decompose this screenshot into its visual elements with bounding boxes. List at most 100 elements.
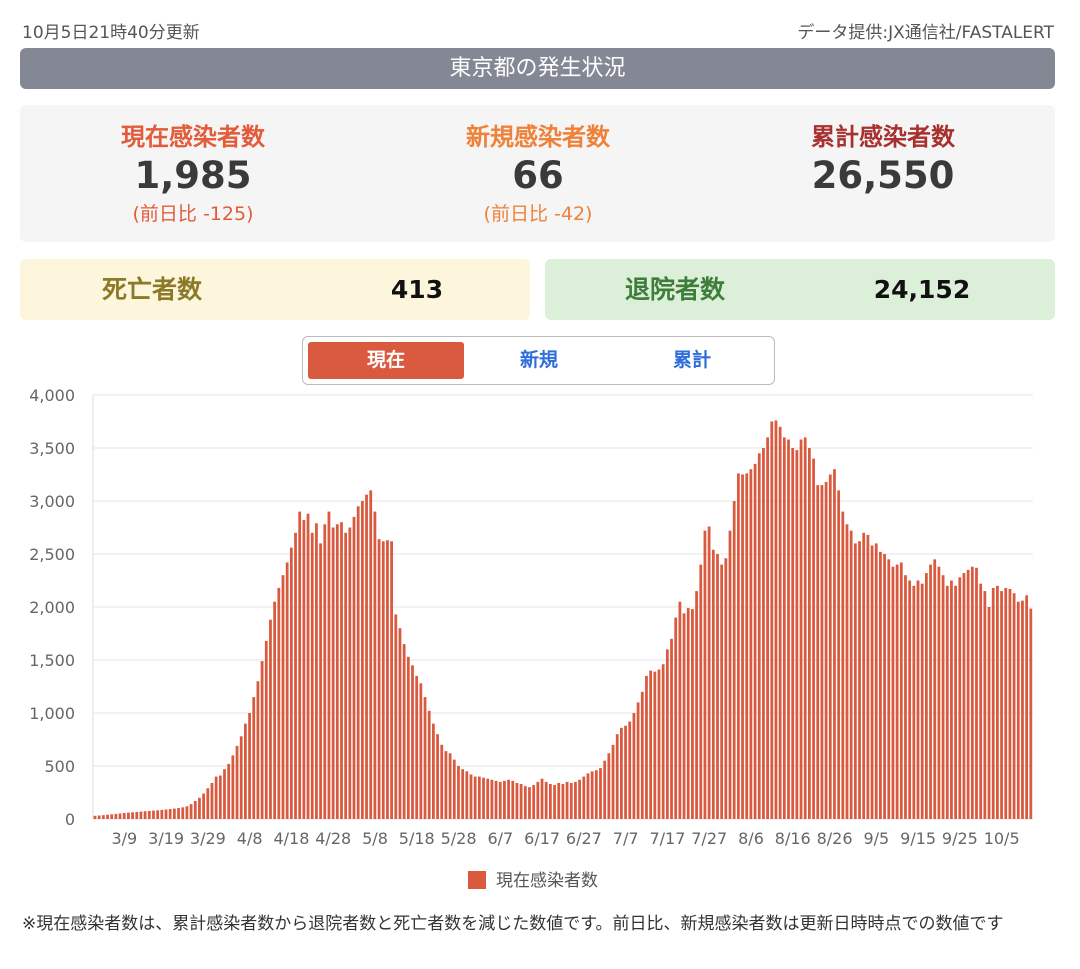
bar bbox=[436, 734, 439, 819]
bar bbox=[206, 788, 210, 819]
bar bbox=[315, 523, 318, 819]
bar bbox=[599, 768, 602, 819]
bar bbox=[962, 573, 966, 819]
bar bbox=[782, 437, 786, 819]
bar bbox=[281, 575, 285, 819]
bar bbox=[766, 437, 769, 819]
bar bbox=[937, 566, 941, 819]
bar bbox=[319, 543, 322, 819]
x-tick-label: 9/5 bbox=[863, 829, 889, 848]
bar bbox=[891, 566, 895, 819]
bar bbox=[695, 591, 698, 819]
bar bbox=[820, 485, 824, 819]
bar bbox=[887, 559, 891, 819]
new-cases-stat: 新規感染者数 66 (前日比 -42) bbox=[373, 117, 703, 226]
deaths-label: 死亡者数 bbox=[102, 275, 203, 304]
bar bbox=[415, 675, 419, 819]
x-tick-label: 6/7 bbox=[487, 829, 513, 848]
new-cases-value: 66 bbox=[512, 154, 564, 197]
bar bbox=[607, 753, 611, 819]
tab-total[interactable]: 累計 bbox=[672, 349, 711, 371]
bar bbox=[632, 713, 636, 819]
x-tick-label: 6/17 bbox=[524, 829, 560, 848]
bar bbox=[620, 727, 623, 819]
x-tick-label: 10/5 bbox=[984, 829, 1020, 848]
bar bbox=[327, 511, 331, 819]
bar bbox=[716, 554, 719, 819]
bar bbox=[335, 524, 339, 819]
bar bbox=[352, 516, 356, 819]
bar bbox=[528, 787, 531, 819]
bar bbox=[582, 776, 586, 819]
bar bbox=[139, 811, 143, 819]
bar bbox=[770, 421, 774, 819]
bar bbox=[657, 669, 661, 819]
bar bbox=[277, 587, 281, 819]
bar bbox=[469, 774, 473, 819]
bar bbox=[160, 809, 164, 819]
y-tick-label: 500 bbox=[44, 757, 75, 776]
bar bbox=[774, 420, 778, 819]
x-tick-label: 4/28 bbox=[315, 829, 351, 848]
bar bbox=[874, 543, 878, 819]
y-tick-label: 2,500 bbox=[29, 545, 75, 564]
header-row: 10月5日21時40分更新 データ提供:JX通信社/FASTALERT bbox=[22, 18, 1054, 44]
bar bbox=[933, 559, 937, 819]
bar bbox=[628, 721, 632, 819]
bar bbox=[703, 530, 707, 819]
tab-new[interactable]: 新規 bbox=[519, 349, 558, 371]
bar bbox=[736, 473, 740, 819]
bar bbox=[465, 771, 469, 819]
bar bbox=[649, 670, 653, 819]
tab-current[interactable]: 現在 bbox=[308, 342, 464, 379]
stats-panel: 現在感染者数 1,985 (前日比 -125) 新規感染者数 66 (前日比 -… bbox=[20, 105, 1055, 242]
bar bbox=[883, 554, 886, 819]
bar bbox=[904, 575, 907, 819]
bar bbox=[828, 474, 832, 819]
bar bbox=[156, 810, 160, 819]
bar bbox=[369, 490, 373, 819]
bar bbox=[394, 614, 398, 819]
y-tick-label: 0 bbox=[65, 810, 75, 829]
current-cases-label: 現在感染者数 bbox=[121, 123, 265, 151]
bar bbox=[507, 779, 510, 819]
bar bbox=[406, 656, 410, 819]
bar bbox=[1012, 593, 1016, 819]
x-tick-label: 6/27 bbox=[566, 829, 602, 848]
bar bbox=[870, 545, 874, 819]
bar bbox=[1016, 601, 1020, 819]
bar bbox=[461, 769, 465, 819]
bar bbox=[377, 539, 381, 819]
recovered-value: 24,152 bbox=[873, 275, 971, 304]
bar bbox=[177, 808, 180, 819]
bar bbox=[452, 759, 456, 819]
bar bbox=[778, 426, 782, 819]
bar bbox=[198, 797, 201, 819]
x-tick-label: 7/7 bbox=[613, 829, 639, 848]
x-tick-label: 9/15 bbox=[900, 829, 936, 848]
bar bbox=[515, 782, 519, 819]
updated-timestamp: 10月5日21時40分更新 bbox=[22, 23, 200, 43]
bar bbox=[503, 780, 506, 819]
bar bbox=[423, 697, 427, 819]
bar bbox=[486, 778, 490, 819]
x-tick-label: 3/29 bbox=[190, 829, 226, 848]
bar bbox=[912, 585, 916, 819]
y-tick-label: 1,000 bbox=[29, 704, 75, 723]
bar bbox=[958, 577, 962, 819]
bar bbox=[93, 815, 97, 819]
deaths-panel: 死亡者数 413 bbox=[20, 259, 530, 320]
bar bbox=[390, 541, 393, 819]
bar bbox=[841, 511, 845, 819]
bar bbox=[1021, 600, 1024, 819]
bar bbox=[131, 812, 134, 819]
bar bbox=[101, 815, 105, 819]
bar bbox=[122, 813, 126, 819]
bar bbox=[256, 681, 260, 819]
bar bbox=[636, 702, 640, 819]
bar bbox=[1000, 591, 1003, 819]
chart-tabs: 現在 新規 累計 bbox=[302, 336, 775, 385]
bar bbox=[498, 781, 502, 819]
bar bbox=[214, 776, 218, 819]
bar bbox=[916, 580, 920, 819]
